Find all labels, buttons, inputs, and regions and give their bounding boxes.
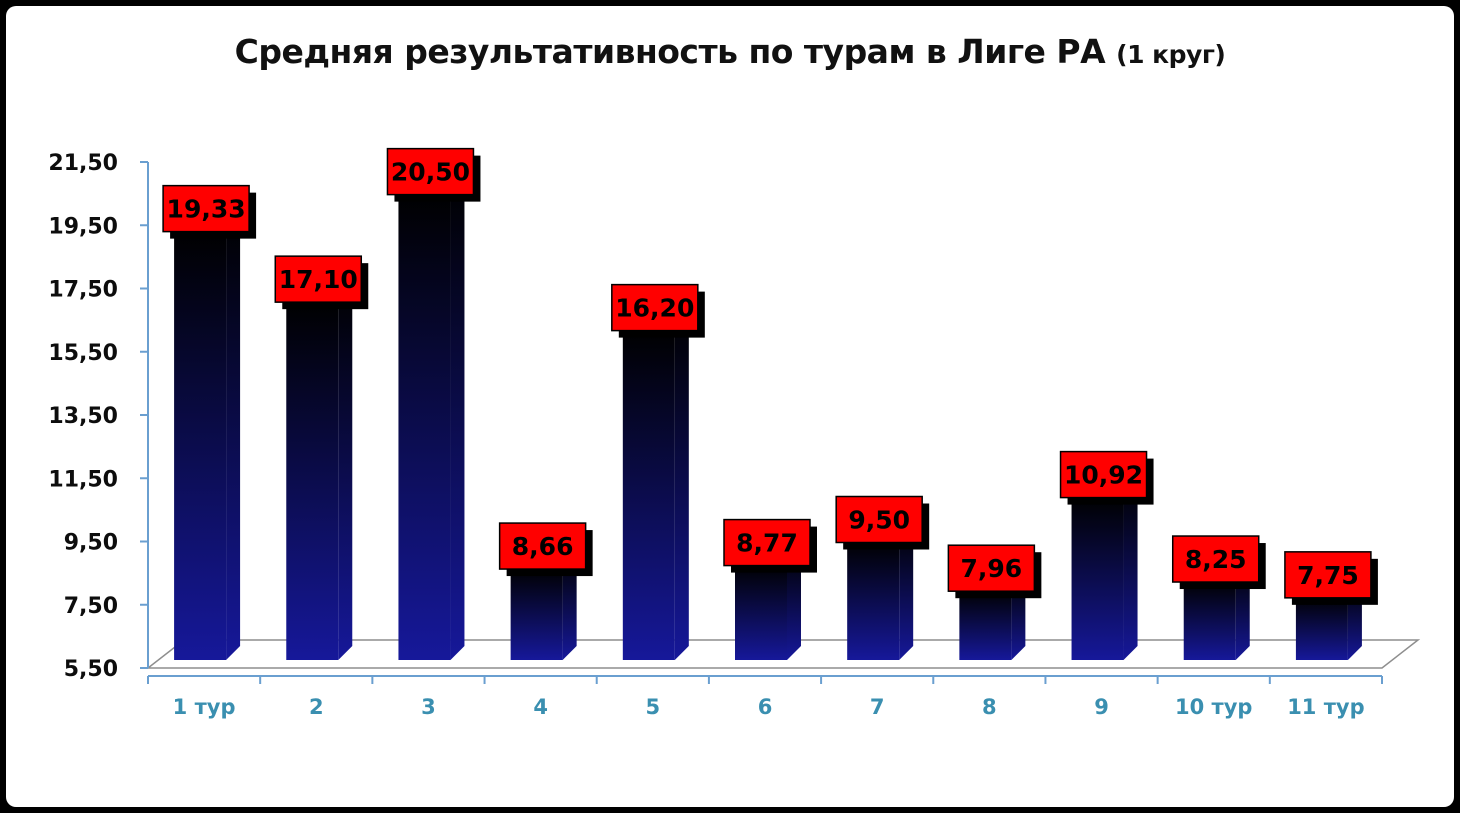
bar-side [226, 216, 241, 660]
y-tick-label: 7,50 [64, 594, 118, 619]
bar [174, 216, 241, 660]
data-label: 8,66 [498, 522, 593, 577]
chart-title: Средняя результативность по турам в Лиге… [0, 32, 1460, 71]
data-label-box [1171, 535, 1260, 583]
data-label-box [386, 147, 475, 196]
bar [622, 315, 689, 660]
data-label: 7,75 [1284, 551, 1378, 605]
bar-front [735, 564, 787, 660]
data-label-box [1284, 551, 1372, 599]
y-tick-label: 13,50 [48, 404, 118, 429]
bar-front [847, 541, 900, 660]
bar-side [1235, 567, 1250, 660]
data-label-box [723, 518, 811, 567]
data-label-text: 8,25 [1185, 545, 1247, 574]
y-tick-label: 9,50 [64, 531, 118, 556]
bar-side [338, 287, 353, 660]
data-label-box [835, 495, 923, 544]
data-label: 9,50 [835, 495, 930, 550]
chart-frame [6, 6, 1454, 807]
x-tick-label: 9 [1094, 695, 1109, 719]
y-tick-label: 21,50 [48, 151, 118, 176]
bar [398, 179, 465, 660]
data-label-text: 7,75 [1297, 561, 1359, 590]
data-label-text: 20,50 [391, 158, 470, 187]
bar-side [674, 315, 689, 660]
x-tick-label: 6 [758, 695, 773, 719]
x-tick-label: 3 [421, 695, 436, 719]
x-tick-label: 2 [309, 695, 324, 719]
y-tick-label: 17,50 [48, 278, 118, 303]
bar-side [562, 554, 577, 660]
bar [1071, 482, 1138, 660]
y-tick-label: 11,50 [48, 467, 118, 492]
x-tick-label: 1 тур [173, 695, 236, 719]
chart-title-suffix: (1 круг) [1116, 40, 1226, 69]
data-label-box [274, 255, 363, 303]
x-tick-label: 8 [982, 695, 997, 719]
bar-front [286, 301, 339, 660]
bar [286, 287, 353, 660]
data-label: 19,33 [162, 184, 257, 239]
data-label-text: 7,96 [961, 554, 1023, 583]
bar-side [787, 550, 801, 660]
bar-front [398, 193, 451, 660]
data-label: 16,20 [611, 283, 705, 338]
x-tick-label: 4 [533, 695, 548, 719]
chart-axes: 5,50 7,50 9,50 11,50 13,50 15,50 17,50 19,50 21,… [48, 151, 1383, 719]
y-tick-label: 15,50 [48, 341, 118, 366]
chart-title-main: Средняя результативность по турам в Лиге… [234, 32, 1106, 71]
y-tick-label: 19,50 [48, 214, 118, 239]
data-label-text: 9,50 [848, 506, 910, 535]
data-label: 17,10 [274, 255, 369, 310]
data-label-text: 8,77 [736, 529, 798, 558]
bar-front [1183, 581, 1236, 660]
data-label: 8,25 [1171, 535, 1266, 590]
data-label-text: 8,66 [512, 532, 574, 561]
bar-front [959, 590, 1012, 660]
data-label-box [498, 522, 587, 570]
bar-front [1071, 496, 1124, 660]
data-label: 8,77 [723, 518, 817, 573]
data-label-text: 16,20 [615, 294, 694, 323]
bar-front [174, 230, 227, 660]
x-tick-label: 10 тур [1175, 695, 1252, 719]
data-label-text: 19,33 [167, 195, 246, 224]
y-tick-label: 5,50 [64, 657, 118, 682]
bar-side [1123, 482, 1138, 660]
data-label-box [1059, 450, 1148, 499]
x-tick-label: 5 [646, 695, 661, 719]
data-label-text: 10,92 [1064, 461, 1143, 490]
bar-side [450, 179, 465, 660]
data-labels: 19,33 17,10 20,50 8,66 16,20 8,77 9,50 7,96 10,9… [162, 147, 1378, 605]
x-tick-label: 11 тур [1287, 695, 1364, 719]
x-tick-label: 7 [870, 695, 885, 719]
bar-front [1295, 596, 1348, 660]
bar [847, 527, 914, 660]
data-label: 7,96 [947, 544, 1042, 599]
data-label-box [162, 184, 250, 233]
bar-side [899, 527, 914, 660]
bar-front [510, 568, 563, 660]
data-label: 10,92 [1059, 450, 1154, 505]
data-label: 20,50 [386, 147, 481, 202]
bar [510, 554, 577, 660]
data-label-box [611, 283, 699, 332]
data-label-box [947, 544, 1036, 592]
data-label-text: 17,10 [279, 265, 358, 294]
bar-front [622, 329, 675, 660]
